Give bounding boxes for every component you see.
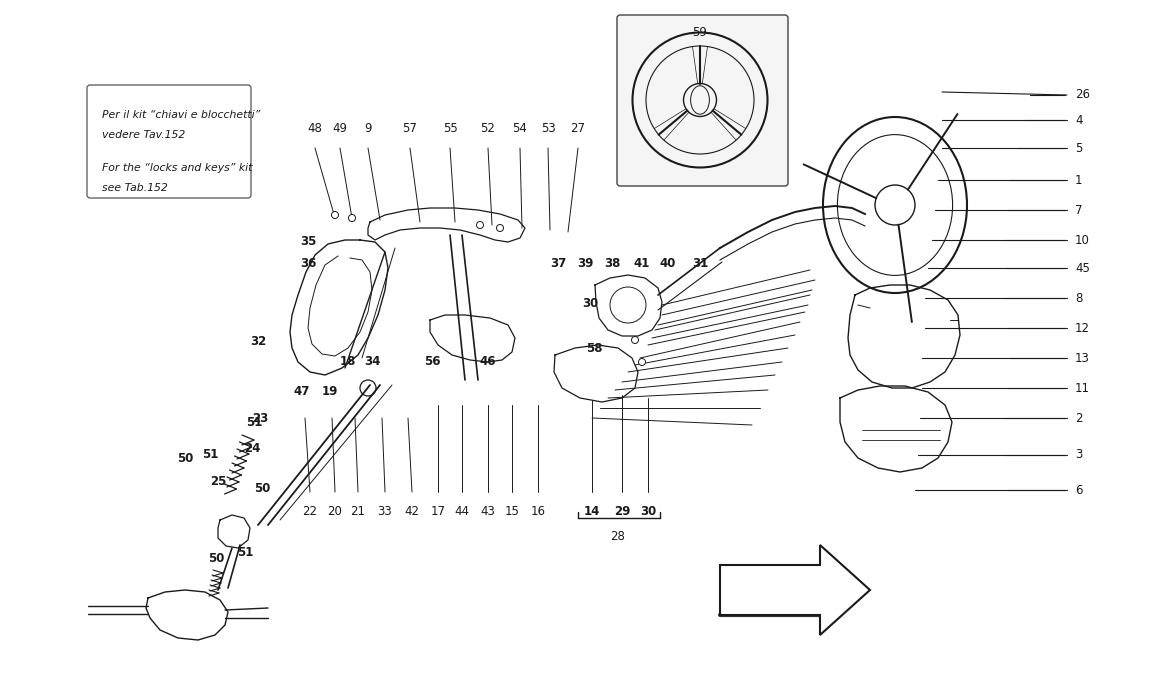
Text: 25: 25 bbox=[209, 475, 227, 488]
Text: 51: 51 bbox=[237, 546, 253, 559]
Circle shape bbox=[348, 214, 355, 221]
Text: 38: 38 bbox=[604, 257, 620, 270]
Text: 48: 48 bbox=[307, 122, 322, 135]
Text: 31: 31 bbox=[692, 257, 708, 270]
Text: 26: 26 bbox=[1075, 89, 1090, 102]
Text: 40: 40 bbox=[660, 257, 676, 270]
Text: 57: 57 bbox=[402, 122, 417, 135]
Text: 32: 32 bbox=[250, 335, 266, 348]
FancyBboxPatch shape bbox=[618, 15, 788, 186]
Text: 54: 54 bbox=[513, 122, 528, 135]
Text: 21: 21 bbox=[351, 505, 366, 518]
Text: 35: 35 bbox=[300, 235, 316, 248]
Text: 30: 30 bbox=[582, 297, 598, 310]
Text: 17: 17 bbox=[430, 505, 445, 518]
Text: 46: 46 bbox=[480, 355, 497, 368]
Circle shape bbox=[331, 212, 338, 219]
FancyBboxPatch shape bbox=[87, 85, 251, 198]
Text: 30: 30 bbox=[639, 505, 657, 518]
Circle shape bbox=[497, 225, 504, 232]
Text: 10: 10 bbox=[1075, 234, 1090, 247]
Text: 29: 29 bbox=[614, 505, 630, 518]
Text: 11: 11 bbox=[1075, 382, 1090, 395]
Text: 2: 2 bbox=[1075, 411, 1082, 425]
Polygon shape bbox=[720, 545, 871, 635]
Text: 51: 51 bbox=[246, 415, 262, 428]
Text: 45: 45 bbox=[1075, 262, 1090, 275]
Text: 23: 23 bbox=[252, 412, 268, 425]
Text: 3: 3 bbox=[1075, 449, 1082, 462]
Text: 12: 12 bbox=[1075, 322, 1090, 335]
Text: 43: 43 bbox=[481, 505, 496, 518]
Text: 56: 56 bbox=[423, 355, 440, 368]
Text: 37: 37 bbox=[550, 257, 566, 270]
Text: 34: 34 bbox=[363, 355, 381, 368]
Text: vedere Tav.152: vedere Tav.152 bbox=[102, 130, 185, 140]
Text: 42: 42 bbox=[405, 505, 420, 518]
Text: Per il kit “chiavi e blocchetti”: Per il kit “chiavi e blocchetti” bbox=[102, 110, 260, 120]
Text: 50: 50 bbox=[177, 451, 193, 464]
Text: 1: 1 bbox=[1075, 173, 1082, 186]
Text: 52: 52 bbox=[481, 122, 496, 135]
Text: 20: 20 bbox=[328, 505, 343, 518]
Text: 49: 49 bbox=[332, 122, 347, 135]
Text: 22: 22 bbox=[302, 505, 317, 518]
Text: 4: 4 bbox=[1075, 113, 1082, 126]
Text: 41: 41 bbox=[634, 257, 650, 270]
Text: 28: 28 bbox=[611, 530, 626, 543]
Circle shape bbox=[476, 221, 483, 229]
Circle shape bbox=[638, 359, 645, 365]
Text: 6: 6 bbox=[1075, 484, 1082, 497]
Text: 39: 39 bbox=[577, 257, 593, 270]
Text: 55: 55 bbox=[443, 122, 458, 135]
Text: 27: 27 bbox=[570, 122, 585, 135]
Text: 19: 19 bbox=[322, 385, 338, 398]
Text: 51: 51 bbox=[201, 449, 218, 462]
Text: 33: 33 bbox=[377, 505, 392, 518]
Circle shape bbox=[631, 337, 638, 344]
Text: 58: 58 bbox=[585, 342, 603, 355]
Text: 15: 15 bbox=[505, 505, 520, 518]
Text: 59: 59 bbox=[692, 26, 707, 39]
Text: 24: 24 bbox=[244, 442, 260, 455]
Text: 7: 7 bbox=[1075, 204, 1082, 217]
Text: 36: 36 bbox=[300, 257, 316, 270]
Text: 8: 8 bbox=[1075, 292, 1082, 305]
Text: For the “locks and keys” kit: For the “locks and keys” kit bbox=[102, 163, 252, 173]
Text: see Tab.152: see Tab.152 bbox=[102, 183, 168, 193]
Text: 53: 53 bbox=[540, 122, 555, 135]
Text: 16: 16 bbox=[530, 505, 545, 518]
Text: 9: 9 bbox=[365, 122, 371, 135]
Text: 5: 5 bbox=[1075, 141, 1082, 154]
Text: 18: 18 bbox=[339, 355, 356, 368]
Text: 13: 13 bbox=[1075, 352, 1090, 365]
Text: 50: 50 bbox=[254, 482, 270, 494]
Text: 47: 47 bbox=[293, 385, 310, 398]
Text: 50: 50 bbox=[208, 551, 224, 565]
Text: 14: 14 bbox=[584, 505, 600, 518]
Text: 44: 44 bbox=[454, 505, 469, 518]
